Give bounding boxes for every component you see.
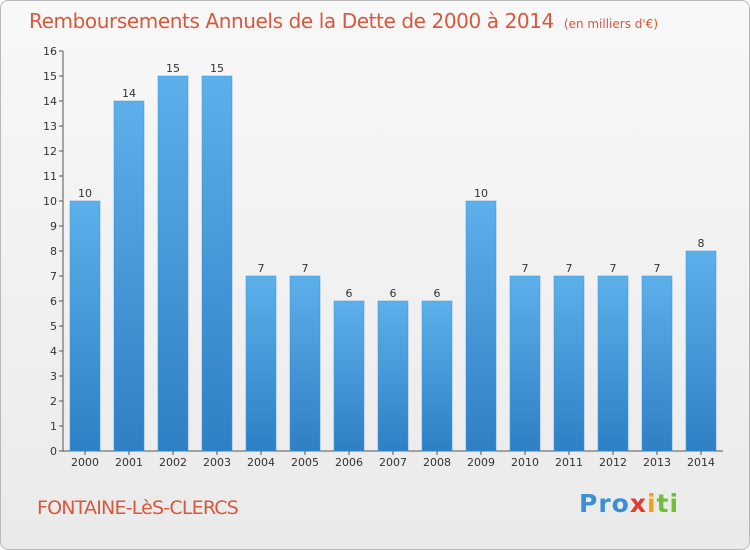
bar-value-label: 6 xyxy=(346,287,353,300)
chart-unit-note: (en milliers d'€) xyxy=(563,17,658,31)
y-tick-label: 6 xyxy=(50,295,57,308)
bar-value-label: 7 xyxy=(258,262,265,275)
x-tick-label: 2014 xyxy=(687,456,715,469)
bar-value-label: 10 xyxy=(78,187,92,200)
y-tick-label: 5 xyxy=(50,320,57,333)
bar-value-label: 7 xyxy=(654,262,661,275)
bar xyxy=(685,250,717,452)
bar-value-label: 6 xyxy=(390,287,397,300)
bar xyxy=(377,300,409,452)
chart-title-text: Remboursements Annuels de la Dette de 20… xyxy=(29,9,554,33)
x-tick-label: 2011 xyxy=(555,456,583,469)
y-tick-label: 8 xyxy=(50,245,57,258)
x-tick-label: 2003 xyxy=(203,456,231,469)
bar xyxy=(641,275,673,452)
bar-value-label: 10 xyxy=(474,187,488,200)
y-tick-label: 12 xyxy=(43,145,57,158)
x-tick-label: 2002 xyxy=(159,456,187,469)
y-tick-label: 11 xyxy=(43,170,57,183)
bar xyxy=(597,275,629,452)
bar-value-label: 7 xyxy=(522,262,529,275)
x-tick-label: 2006 xyxy=(335,456,363,469)
y-tick-label: 2 xyxy=(50,395,57,408)
x-tick-label: 2010 xyxy=(511,456,539,469)
x-tick-label: 2009 xyxy=(467,456,495,469)
y-tick-label: 14 xyxy=(43,95,57,108)
bar-value-label: 6 xyxy=(434,287,441,300)
bar-value-label: 7 xyxy=(566,262,573,275)
bar-value-label: 7 xyxy=(610,262,617,275)
bar xyxy=(509,275,541,452)
bar xyxy=(245,275,277,452)
y-tick-label: 7 xyxy=(50,270,57,283)
bar xyxy=(113,100,145,452)
y-tick-label: 0 xyxy=(50,445,57,458)
chart-title: Remboursements Annuels de la Dette de 20… xyxy=(29,9,658,33)
y-tick-label: 3 xyxy=(50,370,57,383)
x-tick-label: 2012 xyxy=(599,456,627,469)
y-tick-label: 13 xyxy=(43,120,57,133)
bar-value-label: 8 xyxy=(698,237,705,250)
x-tick-label: 2007 xyxy=(379,456,407,469)
bar-value-label: 14 xyxy=(122,87,136,100)
bar xyxy=(333,300,365,452)
bar-value-label: 7 xyxy=(302,262,309,275)
y-tick-label: 1 xyxy=(50,420,57,433)
bar xyxy=(465,200,497,452)
bar xyxy=(553,275,585,452)
bar xyxy=(69,200,101,452)
bar xyxy=(157,75,189,452)
bar-value-label: 15 xyxy=(210,62,224,75)
x-tick-label: 2004 xyxy=(247,456,275,469)
bar xyxy=(201,75,233,452)
bar xyxy=(289,275,321,452)
bar-value-label: 15 xyxy=(166,62,180,75)
y-tick-label: 10 xyxy=(43,195,57,208)
x-tick-label: 2008 xyxy=(423,456,451,469)
x-tick-label: 2013 xyxy=(643,456,671,469)
x-tick-label: 2000 xyxy=(71,456,99,469)
commune-name: FONTAINE-LèS-CLERCS xyxy=(37,497,239,519)
y-tick-label: 4 xyxy=(50,345,57,358)
bar xyxy=(421,300,453,452)
y-tick-label: 16 xyxy=(43,45,57,58)
y-tick-label: 9 xyxy=(50,220,57,233)
x-tick-label: 2005 xyxy=(291,456,319,469)
y-tick-label: 15 xyxy=(43,70,57,83)
proxiti-logo: Proxiti xyxy=(579,489,680,518)
x-tick-label: 2001 xyxy=(115,456,143,469)
